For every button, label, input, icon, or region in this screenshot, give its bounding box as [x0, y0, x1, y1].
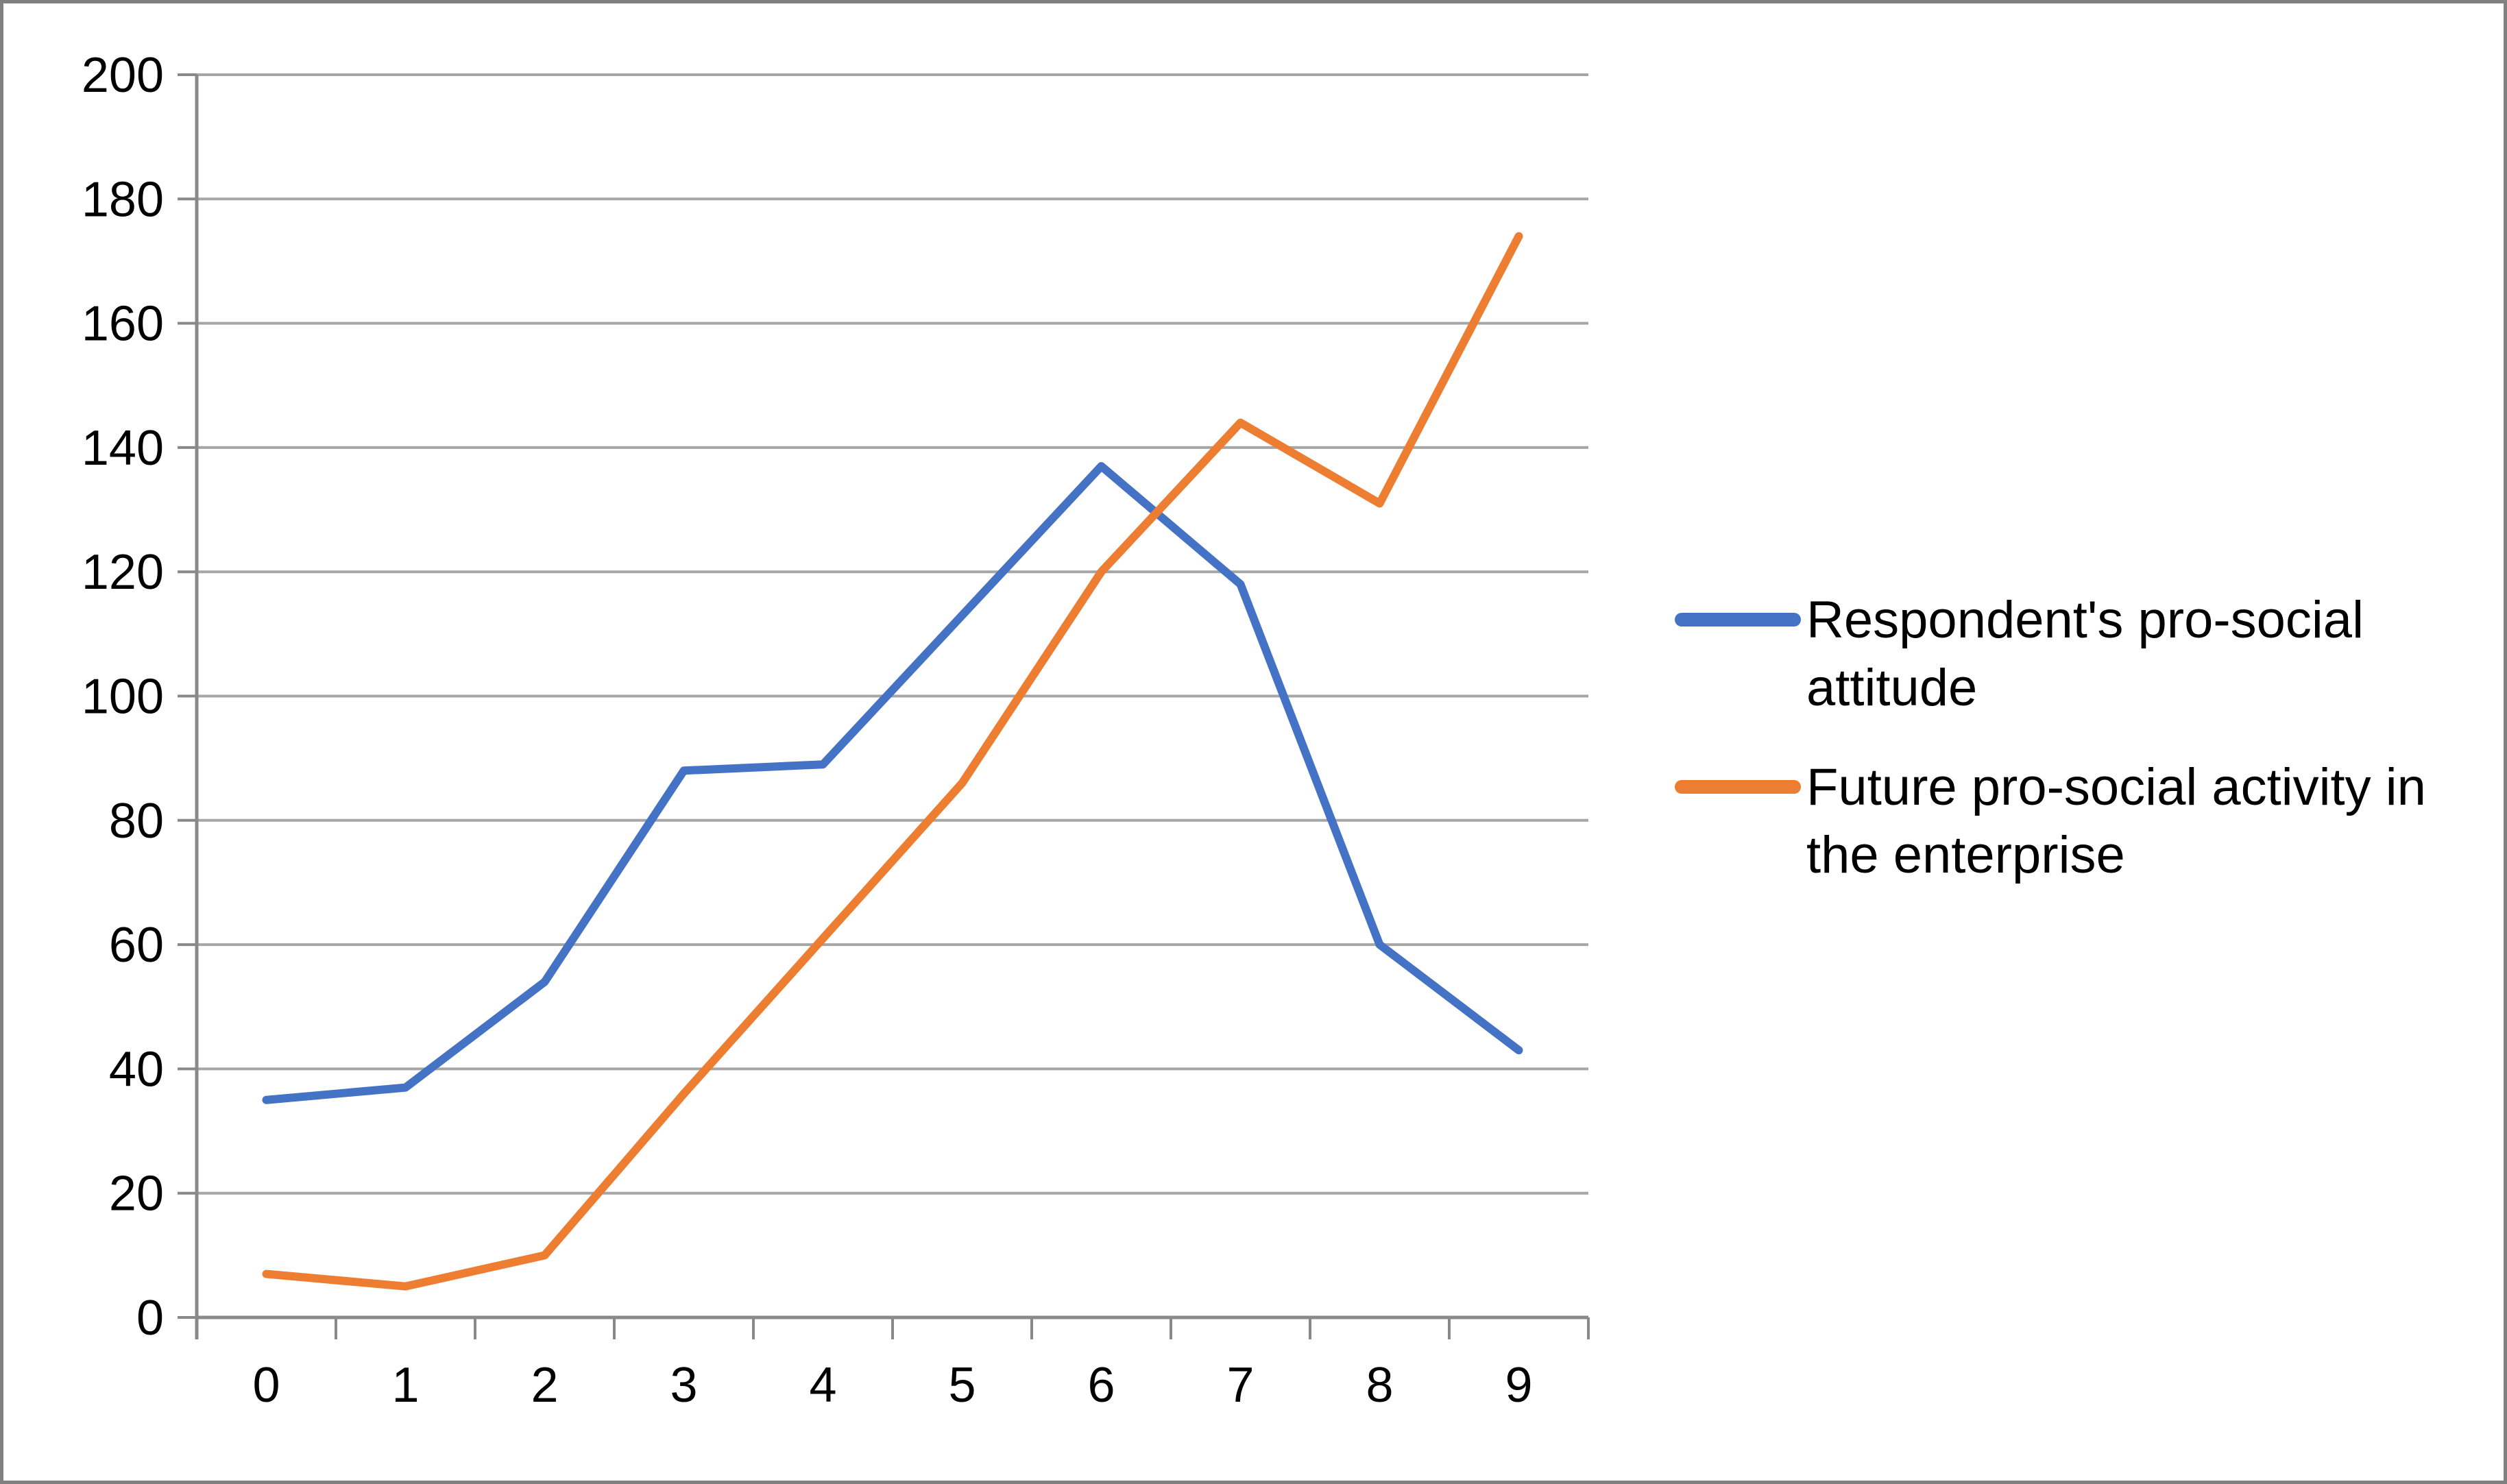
y-tick-label: 140 [82, 421, 164, 476]
y-tick-label: 180 [82, 172, 164, 227]
y-tick-label: 160 [82, 297, 164, 352]
y-tick-label: 100 [82, 670, 164, 725]
y-tick-label: 0 [136, 1291, 164, 1346]
x-tick-label: 0 [252, 1358, 280, 1413]
x-tick-label: 8 [1366, 1358, 1393, 1413]
y-tick-label: 40 [109, 1042, 164, 1097]
legend-label: the enterprise [1806, 826, 2125, 884]
x-tick-label: 7 [1226, 1358, 1254, 1413]
legend-label: Future pro-social activity in [1806, 758, 2426, 816]
legend-label: Respondent's pro-social [1806, 591, 2364, 649]
x-tick-label: 3 [670, 1358, 697, 1413]
series-line-respondent-attitude [262, 462, 1523, 1104]
legend-label: attitude [1806, 659, 1977, 717]
x-tick-label: 5 [948, 1358, 976, 1413]
line-chart: 0 20 40 60 80 100 120 140 160 180 200 0 1 2 3 4 5 6 7 8 9 Res… [82, 48, 2426, 1413]
y-tick-label: 120 [82, 545, 164, 600]
series-line-future-activity [262, 232, 1523, 1291]
y-tick-label: 200 [82, 48, 164, 103]
y-tick-label: 60 [109, 918, 164, 973]
x-tick-label: 2 [531, 1358, 558, 1413]
x-tick-label: 4 [809, 1358, 836, 1413]
y-tick-label: 20 [109, 1167, 164, 1221]
x-tick-label: 1 [391, 1358, 419, 1413]
x-tick-label: 9 [1505, 1358, 1532, 1413]
x-tick-label: 6 [1087, 1358, 1115, 1413]
y-tick-label: 80 [109, 794, 164, 849]
